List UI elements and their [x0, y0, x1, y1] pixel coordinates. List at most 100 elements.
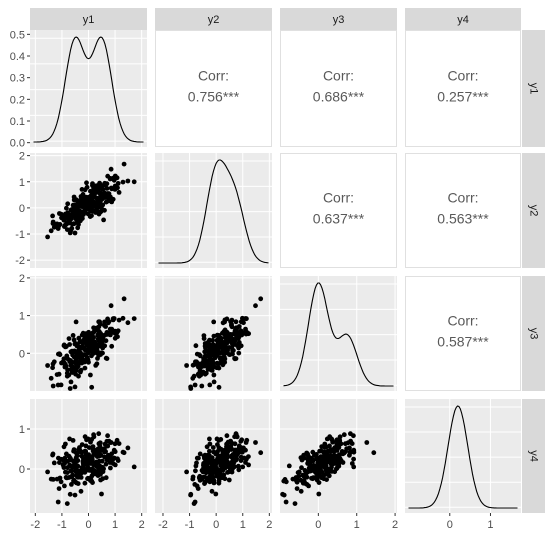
scatter-point	[229, 446, 234, 451]
scatter-point	[94, 204, 99, 210]
scatter-point	[214, 473, 220, 479]
scatter-point	[253, 440, 258, 445]
scatter-point	[109, 343, 115, 349]
scatter-point	[67, 218, 73, 223]
scatter-point	[296, 469, 302, 475]
scatter-point	[70, 207, 75, 212]
scatter-point	[236, 324, 242, 329]
scatter-point	[193, 343, 199, 349]
scatter-point	[316, 462, 322, 468]
scatter-point	[94, 325, 99, 331]
scatter-point	[69, 482, 74, 487]
corr-label: Corr:	[447, 190, 478, 206]
strip-right-y1	[522, 30, 545, 147]
scatter-point	[78, 367, 84, 373]
scatter-point	[298, 488, 304, 494]
scatter-point	[229, 459, 235, 465]
scatter-point	[64, 373, 70, 379]
scatter-point	[70, 464, 75, 470]
scatter-point	[324, 452, 329, 458]
scatter-point	[202, 465, 208, 470]
scatter-point	[194, 455, 200, 461]
strip-right-y3	[522, 276, 545, 391]
scatter-point	[74, 452, 80, 458]
scatter-point	[62, 483, 67, 489]
y-tick-label: 2	[19, 273, 25, 285]
scatter-point	[105, 316, 110, 322]
scatter-point	[197, 451, 203, 457]
scatter-point	[201, 474, 206, 480]
panel-y2-y2	[155, 153, 272, 268]
scatter-point	[234, 434, 240, 440]
scatter-point	[48, 228, 54, 234]
scatter-point	[327, 448, 333, 453]
scatter-point	[209, 367, 215, 373]
scatter-point	[216, 438, 222, 443]
scatter-point	[324, 436, 330, 442]
scatter-point	[57, 460, 62, 465]
scatter-point	[103, 449, 108, 454]
scatter-point	[310, 476, 316, 482]
scatter-point	[103, 355, 109, 361]
scatter-point	[125, 178, 131, 184]
scatter-point	[314, 456, 320, 462]
scatter-point	[58, 479, 64, 485]
scatter-point	[281, 492, 287, 498]
x-tick-label: 2	[266, 519, 272, 531]
panel-y3-y3	[280, 276, 397, 391]
scatter-point	[216, 480, 222, 486]
scatter-point	[227, 464, 233, 470]
y-tick-label: 0	[19, 348, 25, 360]
scatter-point	[68, 213, 74, 219]
scatter-point	[301, 473, 307, 479]
scatter-point	[61, 444, 67, 450]
y-tick-label: 0	[19, 203, 25, 215]
scatter-point	[212, 464, 217, 470]
scatter-point	[120, 179, 126, 185]
scatter-point	[292, 501, 298, 506]
scatter-point	[105, 173, 111, 179]
scatter-point	[244, 316, 249, 322]
scatter-point	[207, 448, 212, 454]
scatter-point	[100, 476, 106, 482]
scatter-point	[74, 205, 80, 210]
scatter-point	[102, 319, 107, 325]
panel-y4-y3	[280, 399, 397, 513]
corr-value: 0.257***	[437, 89, 489, 105]
panel-y1-y2: Corr: 0.756***	[155, 30, 272, 147]
scatter-point	[74, 343, 80, 349]
scatter-point	[67, 342, 72, 347]
scatter-point	[299, 457, 305, 463]
scatter-point	[98, 332, 104, 338]
scatter-point	[222, 332, 228, 338]
scatter-point	[101, 466, 106, 472]
scatter-point	[67, 491, 73, 497]
density-line-y3	[283, 282, 394, 387]
scatter-point	[321, 457, 327, 462]
strip-right-y2	[522, 153, 545, 268]
scatter-point	[349, 441, 355, 446]
scatter-point	[241, 320, 246, 326]
scatter-point	[239, 437, 245, 443]
scatter-point	[87, 207, 93, 213]
y-tick-label: 0.2	[10, 94, 25, 106]
scatter-point	[210, 445, 216, 450]
scatter-point	[90, 469, 96, 475]
scatter-point	[50, 365, 55, 371]
scatter-point	[236, 463, 241, 469]
scatter-point	[229, 340, 235, 346]
scatter-point	[80, 464, 86, 470]
scatter-point	[215, 442, 220, 447]
scatter-point	[196, 364, 202, 369]
scatter-point	[120, 315, 126, 321]
corr-value: 0.563***	[437, 211, 489, 227]
scatter-point	[111, 447, 117, 453]
scatter-point	[228, 332, 234, 338]
corr-panel-bg	[280, 30, 397, 147]
corr-panel-bg	[405, 276, 521, 391]
y-tick-label: 0	[19, 464, 25, 476]
scatter-point	[364, 440, 370, 445]
scatter-point	[221, 457, 227, 462]
scatter-point	[88, 372, 93, 378]
scatter-point	[94, 189, 100, 195]
